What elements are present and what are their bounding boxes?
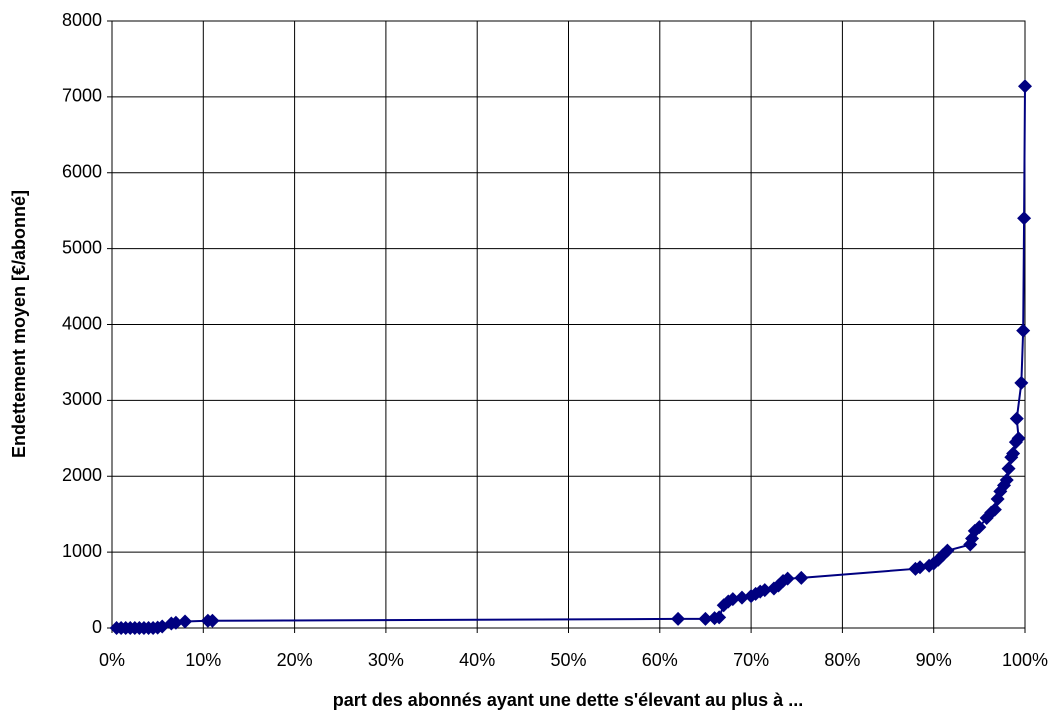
data-point <box>1016 323 1031 338</box>
y-tick-label: 5000 <box>62 237 102 257</box>
data-point <box>671 611 686 626</box>
data-point <box>1014 375 1029 390</box>
data-point <box>1017 211 1032 226</box>
data-point <box>1009 411 1024 426</box>
data-point <box>999 473 1014 488</box>
y-tick-label: 1000 <box>62 541 102 561</box>
x-tick-label: 20% <box>277 650 313 670</box>
data-point <box>698 611 713 626</box>
x-tick-label: 60% <box>642 650 678 670</box>
x-tick-label: 100% <box>1002 650 1048 670</box>
x-tick-label: 30% <box>368 650 404 670</box>
x-tick-label: 50% <box>550 650 586 670</box>
data-point <box>178 614 193 629</box>
x-tick-label: 10% <box>185 650 221 670</box>
x-tick-label: 70% <box>733 650 769 670</box>
data-point <box>1006 446 1021 461</box>
data-point <box>757 583 772 598</box>
data-point <box>1018 79 1032 94</box>
y-tick-label: 6000 <box>62 162 102 182</box>
data-point <box>972 520 987 535</box>
data-point <box>725 592 740 607</box>
y-tick-label: 8000 <box>62 10 102 30</box>
y-tick-label: 7000 <box>62 86 102 106</box>
data-point <box>1011 431 1026 446</box>
y-tick-label: 3000 <box>62 389 102 409</box>
x-tick-label: 40% <box>459 650 495 670</box>
x-tick-label: 90% <box>916 650 952 670</box>
data-point <box>913 560 928 575</box>
x-tick-label: 0% <box>99 650 125 670</box>
data-point <box>734 590 749 605</box>
y-tick-label: 4000 <box>62 313 102 333</box>
x-axis-label: part des abonnés ayant une dette s'éleva… <box>333 690 803 710</box>
data-point <box>987 502 1002 517</box>
data-point <box>168 615 183 630</box>
data-point <box>940 543 955 558</box>
data-point <box>794 570 809 585</box>
data-point <box>712 610 727 625</box>
x-tick-label: 80% <box>824 650 860 670</box>
y-axis-label: Endettement moyen [€/abonné] <box>9 190 29 458</box>
data-point <box>205 613 220 628</box>
y-tick-label: 0 <box>92 617 102 637</box>
y-tick-label: 2000 <box>62 465 102 485</box>
data-point <box>1001 461 1016 476</box>
data-point <box>780 571 795 586</box>
